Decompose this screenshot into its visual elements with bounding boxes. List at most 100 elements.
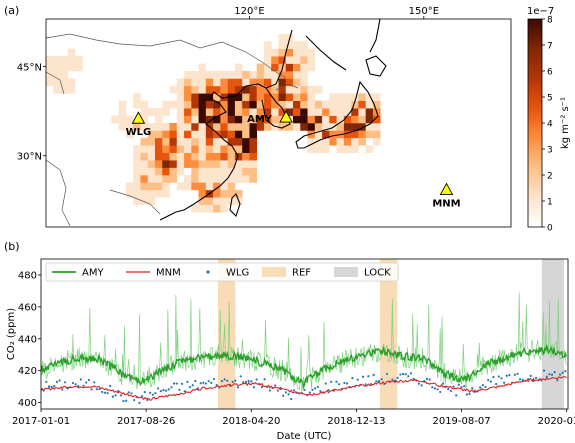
- emission-cell: [227, 137, 236, 146]
- wlg-point: [497, 375, 500, 378]
- map-axis-ticks: 120°E 150°E 45°N 30°N: [17, 6, 439, 163]
- emission-cell: [213, 152, 221, 161]
- emission-cell: [271, 123, 279, 131]
- emission-cell: [133, 100, 141, 109]
- emission-cell: [213, 115, 221, 124]
- wlg-point: [556, 378, 559, 382]
- emission-cell: [293, 56, 301, 64]
- emission-cell: [140, 152, 149, 161]
- wlg-point: [247, 379, 250, 383]
- colorbar-tick-label: 4: [547, 120, 553, 130]
- emission-cell: [60, 56, 69, 64]
- emission-cell: [249, 108, 258, 116]
- emission-cell: [365, 93, 374, 102]
- emission-cell: [198, 108, 207, 116]
- emission-cell: [184, 160, 192, 168]
- emission-cell: [140, 115, 149, 124]
- emission-cell: [285, 56, 294, 64]
- emission-cell: [169, 85, 178, 94]
- wlg-point: [212, 377, 216, 381]
- colorbar-scale-label: 1e−7: [527, 6, 554, 17]
- emission-cell: [176, 182, 185, 191]
- emission-cell: [300, 48, 308, 57]
- emission-cell: [271, 115, 279, 124]
- emission-cell: [125, 130, 134, 139]
- wlg-point: [143, 390, 146, 394]
- emission-cell: [205, 182, 214, 191]
- emission-cell: [133, 152, 141, 161]
- emission-cell: [227, 100, 236, 109]
- emission-cell: [154, 108, 163, 116]
- emission-cell: [322, 123, 330, 131]
- emission-cell: [336, 145, 345, 154]
- emission-cell: [147, 167, 156, 176]
- emission-cell: [271, 63, 279, 72]
- emission-cell: [249, 152, 258, 161]
- wlg-point: [204, 382, 208, 385]
- emission-cell: [191, 145, 199, 154]
- emission-cell: [154, 182, 163, 191]
- colorbar-ticks: 0 1 2 3 4 5 6 7 8: [542, 16, 553, 234]
- wlg-point: [74, 383, 77, 386]
- wlg-point: [87, 378, 91, 382]
- emission-cell: [75, 56, 83, 64]
- emission-cell: [256, 100, 265, 109]
- wlg-point: [484, 385, 487, 388]
- emission-cell: [198, 189, 207, 198]
- emission-cell: [133, 93, 141, 102]
- emission-cell: [205, 108, 214, 116]
- wlg-point: [505, 374, 508, 377]
- emission-cell: [322, 108, 330, 116]
- emission-cell: [125, 182, 134, 191]
- wlg-point: [399, 373, 402, 376]
- emission-cell: [300, 93, 308, 102]
- emission-cell: [67, 48, 76, 57]
- emission-cell: [184, 78, 192, 87]
- emission-cell: [118, 115, 127, 124]
- emission-cell: [293, 78, 301, 87]
- emission-cell: [278, 78, 287, 87]
- site-marker-wlg: [131, 111, 146, 124]
- emission-cell: [140, 167, 149, 176]
- wlg-point: [95, 388, 98, 391]
- wlg-point: [372, 373, 375, 376]
- wlg-point: [85, 381, 88, 384]
- emission-cell: [220, 182, 228, 191]
- colorbar-tick-label: 8: [547, 16, 553, 26]
- x-axis-ticks: 2017-01-01 2017-08-26 2018-04-20 2018-12-13…: [12, 409, 575, 427]
- emission-cell: [234, 108, 243, 116]
- emission-cell: [147, 182, 156, 191]
- emission-cell: [198, 182, 207, 191]
- emission-cell: [343, 115, 352, 124]
- emission-cell: [147, 152, 156, 161]
- emission-cell: [184, 145, 192, 154]
- wlg-point: [564, 370, 567, 373]
- emission-cell: [198, 85, 207, 94]
- emission-cell: [220, 100, 228, 109]
- emission-cell: [358, 137, 366, 146]
- emission-cell: [198, 167, 207, 176]
- emission-cell: [147, 108, 156, 116]
- emission-cell: [111, 115, 119, 124]
- emission-cell: [154, 145, 163, 154]
- emission-cell: [278, 123, 287, 131]
- emission-cell: [307, 137, 316, 146]
- emission-cell: [336, 137, 345, 146]
- emission-cell: [256, 93, 265, 102]
- emission-cell: [220, 175, 228, 183]
- emission-cell: [329, 108, 337, 116]
- emission-cell: [213, 137, 221, 146]
- emission-cell: [205, 137, 214, 146]
- emission-cell: [256, 85, 265, 94]
- wlg-point: [151, 393, 154, 396]
- emission-cell: [365, 123, 374, 131]
- emission-cell: [169, 160, 178, 168]
- emission-cell: [372, 115, 381, 124]
- emission-cell: [256, 123, 265, 131]
- emission-cell: [220, 137, 228, 146]
- emission-cell: [358, 123, 366, 131]
- wlg-point: [460, 386, 463, 389]
- emission-cell: [365, 115, 374, 124]
- emission-cell: [205, 167, 214, 176]
- emission-cell: [198, 115, 207, 124]
